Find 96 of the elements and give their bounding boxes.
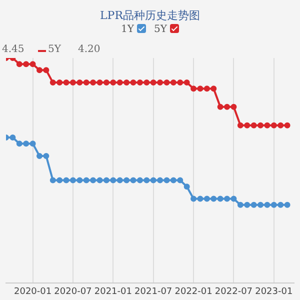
point <box>30 140 36 147</box>
point <box>56 80 63 86</box>
point <box>284 122 290 128</box>
point <box>197 86 204 92</box>
point <box>76 177 83 184</box>
point <box>130 177 136 184</box>
point <box>224 196 230 202</box>
point <box>36 67 42 74</box>
point <box>284 202 290 208</box>
legend-label: 1Y <box>121 24 135 35</box>
point <box>177 177 184 184</box>
point <box>56 177 63 184</box>
point <box>16 61 22 68</box>
point <box>110 80 116 86</box>
point <box>70 80 76 86</box>
text: 4.20 <box>78 44 100 55</box>
point <box>83 80 90 86</box>
point <box>23 61 30 68</box>
point <box>190 196 197 202</box>
point <box>170 80 176 86</box>
point <box>43 67 50 74</box>
point <box>16 140 22 147</box>
point <box>264 202 270 208</box>
point <box>124 177 130 184</box>
point <box>157 80 164 86</box>
point <box>144 80 150 86</box>
point <box>43 152 50 159</box>
point <box>110 177 116 184</box>
point <box>96 177 103 184</box>
point <box>124 80 130 86</box>
x-tick-label: 2020-07 <box>54 286 92 297</box>
x-tick-label: 2023-01 <box>255 286 293 297</box>
point <box>184 80 190 86</box>
point <box>230 196 237 202</box>
point <box>90 80 96 86</box>
point <box>244 122 250 128</box>
point <box>150 177 156 184</box>
point <box>164 177 170 184</box>
point <box>50 80 56 86</box>
point <box>150 80 156 86</box>
x-tick-label: 2021-01 <box>94 286 132 297</box>
point <box>258 122 264 128</box>
point <box>96 80 103 86</box>
point <box>250 122 257 128</box>
legend-label: 5Y <box>154 24 168 35</box>
point <box>270 202 277 208</box>
point <box>197 196 204 202</box>
point <box>230 104 237 110</box>
point <box>258 202 264 208</box>
x-tick-label: 2022-07 <box>214 286 253 297</box>
text: 4.45 <box>2 44 24 55</box>
point <box>278 202 284 208</box>
x-tick-label: 2021-07 <box>134 286 172 297</box>
point <box>23 140 30 147</box>
point <box>116 177 123 184</box>
point <box>270 122 277 128</box>
point <box>170 177 176 184</box>
point <box>204 86 210 92</box>
point <box>76 80 83 86</box>
point <box>164 80 170 86</box>
point <box>264 122 270 128</box>
point <box>217 104 224 110</box>
point <box>10 134 16 140</box>
x-tick-label: 2020-01 <box>14 286 52 297</box>
point <box>63 177 70 184</box>
point <box>177 80 184 86</box>
point <box>217 196 224 202</box>
point <box>136 80 143 86</box>
point <box>237 202 244 208</box>
text: 5Y <box>48 44 61 55</box>
point <box>103 177 110 184</box>
point <box>244 202 250 208</box>
point <box>50 177 56 184</box>
point <box>136 177 143 184</box>
point <box>144 177 150 184</box>
point <box>103 80 110 86</box>
x-tick-label: 2022-01 <box>174 286 212 297</box>
point <box>278 122 284 128</box>
point <box>63 80 70 86</box>
point <box>157 177 164 184</box>
point <box>83 177 90 184</box>
point <box>224 104 230 110</box>
point <box>30 61 36 68</box>
point <box>210 86 217 92</box>
point <box>250 202 257 208</box>
point <box>130 80 136 86</box>
chart-title: LPR品种历史走势图 <box>99 8 201 23</box>
point <box>36 152 42 159</box>
point <box>204 196 210 202</box>
point <box>210 196 217 202</box>
point <box>190 86 197 92</box>
point <box>184 184 190 190</box>
point <box>70 177 76 184</box>
point <box>116 80 123 86</box>
point <box>90 177 96 184</box>
point <box>237 122 244 128</box>
